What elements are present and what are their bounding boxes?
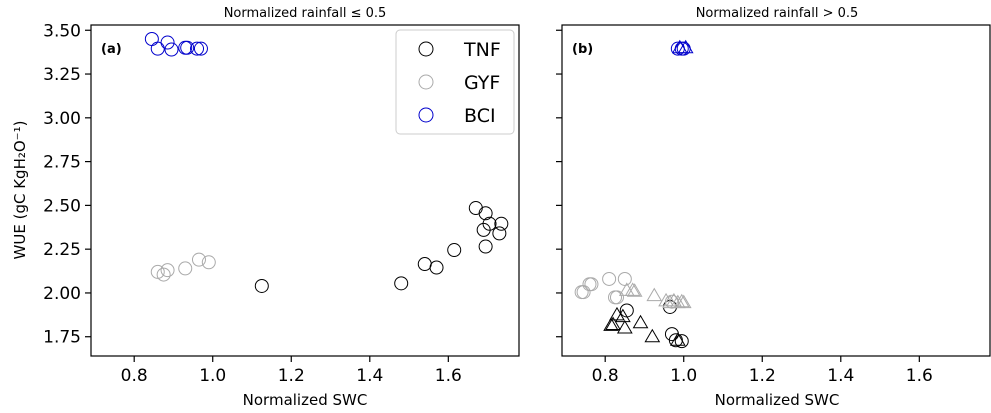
panel-b: Normalized rainfall > 0.5 0.8 1.0 1.2 1.4 1.…: [556, 6, 991, 409]
panel-a-tnf-circle-point: [429, 260, 444, 275]
panel-a-tnf-circle-point: [447, 243, 462, 258]
panel-a-ticks: 0.8 1.0 1.2 1.4 1.6 1.75 2.00 2.25 2.50 2.75 3.00 3…: [43, 21, 462, 386]
panel-b-ticks: 0.8 1.0 1.2 1.4 1.6: [556, 29, 933, 386]
panel-a-tnf-circle-point: [476, 222, 491, 237]
legend-marker-tnf: [418, 41, 434, 57]
panel-a-xtick-label: 1.4: [356, 366, 383, 386]
panel-a-tnf-circle-point: [478, 239, 493, 254]
panel-a-points: [144, 32, 509, 293]
panel-b-xlabel: Normalized SWC: [715, 391, 840, 409]
panel-b-tnf-triangle-point: [609, 306, 625, 321]
panel-a-gyf-circle-point: [201, 255, 216, 270]
panel-a-tnf-circle-point: [468, 201, 483, 216]
legend-entry-bci: BCI: [418, 105, 496, 127]
panel-a: Normalized rainfall ≤ 0.5 0.8 1.0 1.2 1.4 1.…: [11, 6, 520, 409]
panel-a-label: (a): [101, 42, 122, 57]
panel-b-gyf-circle-point: [617, 271, 632, 286]
panel-a-xlabel: Normalized SWC: [243, 391, 368, 409]
panel-a-bci-circle-point: [164, 42, 179, 57]
panel-a-ytick-label: 2.75: [43, 153, 81, 173]
y-axis-label: WUE (gC KgH₂O⁻¹): [11, 121, 29, 260]
panel-b-xtick-label: 1.2: [749, 366, 776, 386]
panel-a-xtick-label: 1.2: [278, 366, 305, 386]
panel-a-bci-circle-point: [160, 35, 175, 50]
panel-a-xtick-label: 1.0: [199, 366, 226, 386]
legend-entry-gyf: GYF: [418, 72, 500, 94]
panel-b-xtick-label: 1.4: [827, 366, 854, 386]
panel-a-tnf-circle-point: [254, 278, 269, 293]
panel-b-bci-triangle-point: [677, 39, 694, 54]
panel-a-xtick-label: 1.6: [435, 366, 462, 386]
panel-a-gyf-circle-point: [160, 263, 175, 278]
panel-b-tnf-triangle-point: [669, 332, 686, 346]
panel-a-tnf-circle-point: [478, 206, 493, 221]
panel-b-tnf-triangle-point: [616, 319, 633, 334]
panel-b-gyf-triangle-point: [624, 282, 641, 296]
panel-a-frame: [90, 24, 520, 357]
panel-b-tnf-triangle-point: [644, 328, 661, 343]
panel-b-gyf-circle-point: [602, 271, 617, 286]
panel-a-tnf-circle-point: [494, 216, 509, 231]
panel-b-title: Normalized rainfall > 0.5: [696, 6, 859, 21]
panel-a-ytick-label: 1.75: [43, 328, 81, 348]
panel-b-xtick-label: 1.6: [906, 366, 933, 386]
legend-label-bci: BCI: [464, 105, 496, 127]
legend: TNF GYF BCI: [395, 29, 515, 135]
panel-b-label: (b): [572, 42, 593, 57]
legend-marker-bci: [418, 107, 434, 123]
panel-b-gyf-circle-point: [584, 277, 599, 292]
panel-b-tnf-triangle-point: [603, 317, 619, 331]
panel-b-tnf-triangle-point: [614, 308, 631, 323]
panel-a-tnf-circle-point: [492, 226, 507, 241]
panel-b-xtick-label: 1.0: [670, 366, 697, 386]
panel-b-gyf-triangle-point: [662, 294, 678, 309]
panel-a-ytick-label: 2.25: [43, 240, 81, 260]
panel-a-xtick-label: 0.8: [121, 366, 148, 386]
panel-a-tnf-circle-point: [417, 257, 432, 272]
legend-entry-tnf: TNF: [418, 39, 501, 61]
panel-b-gyf-triangle-point: [675, 294, 692, 309]
panel-a-title: Normalized rainfall ≤ 0.5: [224, 6, 387, 21]
panel-b-gyf-triangle-point: [626, 283, 643, 297]
panel-b-xtick-label: 0.8: [592, 366, 619, 386]
panel-b-tnf-triangle-point: [632, 314, 649, 329]
panel-a-bci-circle-point: [144, 32, 159, 47]
panel-b-gyf-triangle-point: [646, 287, 663, 302]
legend-marker-gyf: [418, 74, 434, 90]
legend-label-tnf: TNF: [463, 39, 501, 61]
panel-b-tnf-circle-point: [674, 334, 689, 349]
panel-b-gyf-triangle-point: [666, 292, 682, 307]
panel-a-ytick-label: 3.25: [43, 65, 81, 85]
panel-b-frame: [561, 24, 991, 357]
panel-a-ytick-label: 3.50: [43, 21, 81, 41]
panel-a-bci-circle-point: [193, 41, 208, 56]
panel-b-points: [574, 39, 694, 349]
legend-label-gyf: GYF: [464, 72, 500, 94]
panel-b-gyf-triangle-point: [673, 293, 690, 308]
panel-a-tnf-circle-point: [394, 276, 409, 291]
panel-a-gyf-circle-point: [178, 261, 193, 276]
panel-a-bci-circle-point: [180, 40, 195, 55]
panel-b-tnf-triangle-point: [605, 316, 621, 331]
panel-a-gyf-circle-point: [156, 267, 171, 282]
panel-a-gyf-circle-point: [150, 264, 165, 279]
panel-a-ytick-label: 2.00: [43, 284, 81, 304]
panel-b-gyf-circle-point: [609, 290, 624, 305]
panel-a-ytick-label: 2.50: [43, 196, 81, 216]
panel-a-gyf-circle-point: [191, 252, 206, 267]
panel-a-bci-circle-point: [150, 41, 165, 56]
panel-a-ytick-label: 3.00: [43, 109, 81, 129]
panel-b-gyf-triangle-point: [658, 292, 674, 307]
panel-a-bci-circle-point: [190, 41, 205, 56]
